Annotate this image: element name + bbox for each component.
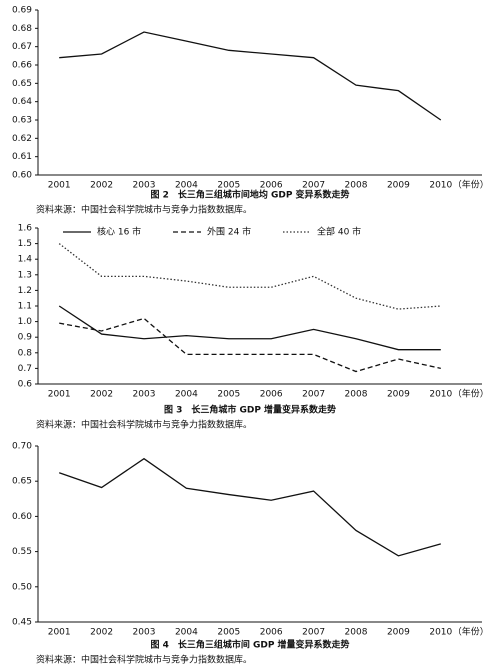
y-tick-label: 0.67 <box>12 42 32 52</box>
source-note: 资料来源：中国社会科学院城市与竞争力指数数据库。 <box>36 204 252 216</box>
x-tick-label: 2008 <box>345 181 368 191</box>
legend-label: 全部 40 市 <box>317 226 361 238</box>
y-tick-label: 0.62 <box>12 134 32 144</box>
x-tick-label: 2010 <box>429 390 452 400</box>
data-line <box>58 305 441 351</box>
x-tick-label: 2005 <box>217 181 240 191</box>
x-tick-label: 2001 <box>48 390 71 400</box>
y-tick-label: 1.4 <box>18 255 33 265</box>
x-tick-label: 2002 <box>90 628 113 638</box>
legend-label: 外围 24 市 <box>207 226 251 238</box>
y-tick-label: 0.69 <box>12 6 32 16</box>
x-tick-label: 2006 <box>260 181 283 191</box>
x-tick-label: 2004 <box>175 181 198 191</box>
y-tick-label: 0.9 <box>18 333 33 343</box>
y-tick-label: 0.66 <box>12 61 32 71</box>
y-tick-label: 1.6 <box>18 224 33 234</box>
x-tick-label: 2009 <box>387 390 410 400</box>
x-tick-label: 2001 <box>48 181 71 191</box>
source-note: 资料来源：中国社会科学院城市与竞争力指数数据库。 <box>36 654 252 666</box>
data-line <box>59 31 442 121</box>
y-tick-label: 0.70 <box>12 442 32 452</box>
x-tick-label: 2007 <box>302 390 325 400</box>
y-tick-label: 0.64 <box>12 97 32 107</box>
x-tick-label: 2005 <box>217 628 240 638</box>
x-tick-label: 2003 <box>133 181 156 191</box>
y-tick-label: 1.1 <box>18 302 32 312</box>
y-tick-label: 1.3 <box>18 270 32 280</box>
y-tick-label: 0.65 <box>12 477 32 487</box>
x-tick-label: 2010 <box>429 628 452 638</box>
y-tick-label: 0.6 <box>18 380 33 390</box>
source-note: 资料来源：中国社会科学院城市与竞争力指数数据库。 <box>36 419 252 431</box>
x-tick-label: 2008 <box>345 390 368 400</box>
y-tick-label: 0.68 <box>12 24 32 34</box>
x-tick-label: 2001 <box>48 628 71 638</box>
x-tick-label: 2005 <box>217 390 240 400</box>
x-tick-label: 2004 <box>175 628 198 638</box>
chart-caption: 图 4 长三角三组城市间 GDP 增量变异系数走势 <box>150 639 349 651</box>
x-axis-label: （年份） <box>453 179 489 191</box>
x-tick-label: 2002 <box>90 181 113 191</box>
x-tick-label: 2007 <box>302 628 325 638</box>
y-tick-label: 0.55 <box>12 547 32 557</box>
data-line <box>58 243 441 310</box>
y-tick-label: 0.8 <box>18 348 33 358</box>
x-axis-label: （年份） <box>453 388 489 400</box>
y-tick-label: 0.65 <box>12 79 32 89</box>
x-axis-label: （年份） <box>453 626 489 638</box>
x-tick-label: 2003 <box>133 628 156 638</box>
x-tick-label: 2004 <box>175 390 198 400</box>
x-tick-label: 2006 <box>260 628 283 638</box>
data-line <box>58 457 441 557</box>
chart-caption: 图 2 长三角三组城市间地均 GDP 变异系数走势 <box>150 189 349 201</box>
y-tick-label: 0.7 <box>18 364 32 374</box>
y-tick-label: 0.61 <box>12 152 32 162</box>
x-tick-label: 2009 <box>387 181 410 191</box>
y-tick-label: 1.2 <box>18 286 32 296</box>
y-tick-label: 0.63 <box>12 116 32 126</box>
y-tick-label: 1.0 <box>18 317 33 327</box>
x-tick-label: 2002 <box>90 390 113 400</box>
y-tick-label: 0.45 <box>12 618 32 628</box>
x-tick-label: 2007 <box>302 181 325 191</box>
x-tick-label: 2010 <box>429 181 452 191</box>
y-tick-label: 1.5 <box>18 239 32 249</box>
x-tick-label: 2003 <box>133 390 156 400</box>
data-line <box>59 317 441 373</box>
y-tick-label: 0.60 <box>12 512 32 522</box>
x-tick-label: 2008 <box>345 628 368 638</box>
legend-label: 核心 16 市 <box>97 226 141 238</box>
y-tick-label: 0.60 <box>12 171 32 181</box>
y-tick-label: 0.50 <box>12 582 32 592</box>
chart-caption: 图 3 长三角城市 GDP 增量变异系数走势 <box>164 404 336 416</box>
x-tick-label: 2006 <box>260 390 283 400</box>
x-tick-label: 2009 <box>387 628 410 638</box>
